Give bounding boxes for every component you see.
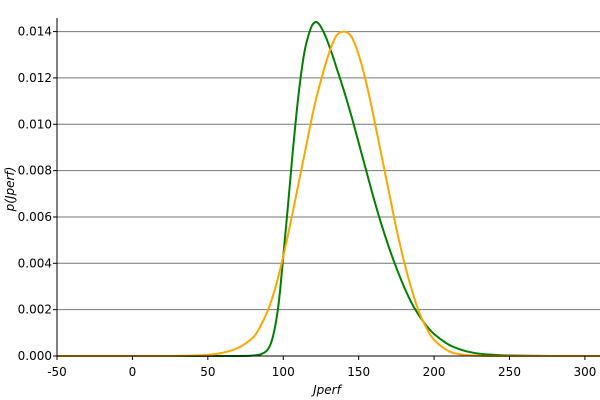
y-tick-label: 0.014	[18, 25, 52, 39]
x-axis-title: Jperf	[311, 383, 342, 397]
y-tick-label: 0.008	[18, 164, 52, 178]
y-axis-title: p(Jperf)	[3, 167, 17, 213]
x-tick-label: -50	[47, 365, 67, 379]
x-tick-label: 50	[200, 365, 215, 379]
x-tick-label: 150	[347, 365, 370, 379]
y-tick-label: 0.002	[18, 303, 52, 317]
x-tick-label: 250	[498, 365, 521, 379]
x-tick-labels: -50 0 50 100 150 200 250 300	[47, 365, 596, 379]
y-tick-label: 0.010	[18, 117, 52, 131]
x-tick-label: 100	[272, 365, 295, 379]
y-tick-label: 0.000	[18, 349, 52, 363]
y-tick-label: 0.006	[18, 210, 52, 224]
y-tick-label: 0.012	[18, 71, 52, 85]
x-tick-label: 0	[129, 365, 137, 379]
y-tick-label: 0.004	[18, 256, 52, 270]
y-tick-labels: 0.000 0.002 0.004 0.006 0.008 0.010 0.012 0.014	[18, 25, 52, 363]
axes	[53, 18, 600, 360]
series-line-2	[56, 30, 600, 358]
grid-lines	[57, 31, 600, 357]
series-lines	[56, 21, 600, 358]
series-line-1	[56, 21, 600, 358]
x-tick-label: 200	[423, 365, 446, 379]
x-tick-label: 300	[573, 365, 596, 379]
